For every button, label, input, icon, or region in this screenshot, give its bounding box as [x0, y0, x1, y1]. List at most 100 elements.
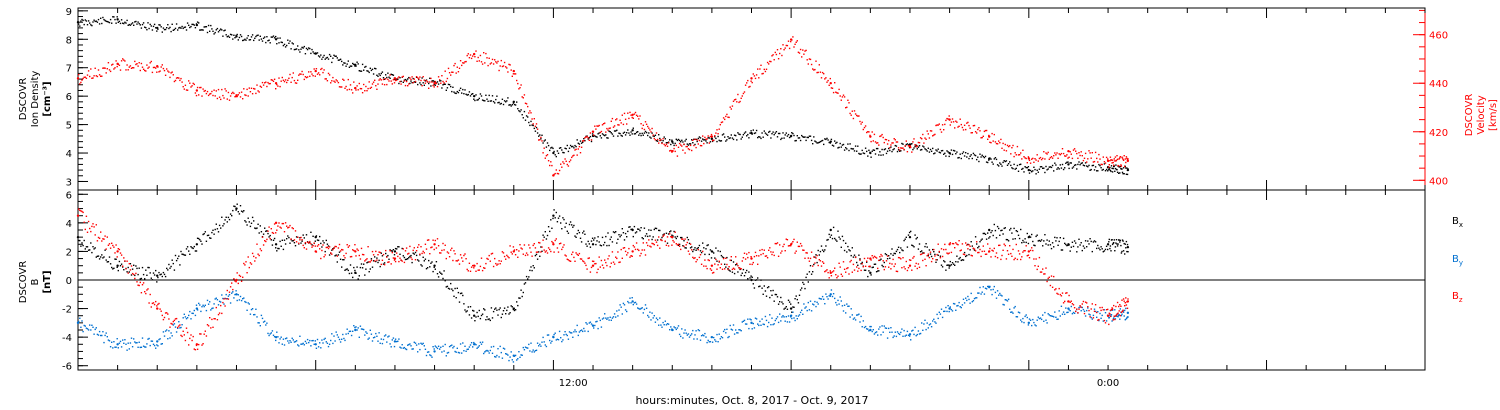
data-point	[210, 92, 212, 95]
data-point	[125, 268, 127, 270]
data-point	[264, 82, 266, 84]
data-point	[644, 130, 647, 133]
data-point	[135, 20, 137, 23]
data-point	[139, 281, 141, 284]
data-point	[293, 341, 296, 343]
data-point	[573, 154, 575, 156]
data-point	[243, 88, 245, 90]
data-point	[440, 272, 442, 274]
data-point	[284, 243, 287, 245]
data-point	[762, 293, 764, 295]
data-point	[726, 139, 728, 141]
data-point	[448, 256, 451, 258]
data-point	[685, 145, 687, 148]
data-point	[491, 95, 494, 97]
data-point	[662, 140, 664, 142]
data-point	[779, 52, 781, 55]
data-point	[973, 297, 976, 300]
data-point	[519, 244, 521, 246]
data-point	[327, 245, 330, 247]
data-point	[267, 81, 269, 84]
data-point	[289, 340, 291, 342]
data-point	[446, 352, 449, 354]
data-point	[561, 248, 563, 251]
data-point	[527, 116, 529, 118]
data-point	[1004, 143, 1006, 146]
data-point	[958, 301, 960, 304]
data-point	[1044, 171, 1046, 174]
data-point	[583, 260, 585, 263]
data-point	[399, 257, 401, 259]
data-point	[281, 222, 283, 225]
data-point	[410, 78, 412, 81]
data-point	[1089, 314, 1091, 316]
data-point	[777, 255, 780, 257]
data-point	[783, 316, 785, 318]
data-point	[185, 89, 188, 91]
data-point	[84, 76, 86, 78]
data-point	[361, 267, 364, 269]
data-point	[209, 237, 211, 239]
data-point	[398, 82, 400, 85]
data-point	[728, 269, 730, 271]
top-left-tick-label: 6	[66, 92, 72, 103]
data-point	[126, 64, 128, 66]
data-point	[774, 319, 776, 322]
data-point	[598, 256, 600, 258]
data-point	[370, 258, 373, 260]
data-point	[222, 297, 224, 300]
data-point	[686, 145, 688, 148]
data-point	[235, 95, 237, 98]
data-point	[131, 22, 134, 24]
data-point	[881, 325, 883, 327]
data-point	[506, 254, 508, 257]
data-point	[313, 242, 315, 244]
data-point	[631, 300, 634, 303]
data-point	[78, 320, 80, 323]
data-point	[113, 267, 115, 269]
data-point	[393, 254, 396, 256]
data-point	[283, 80, 286, 83]
data-point	[122, 265, 124, 267]
data-point	[161, 275, 163, 278]
data-point	[589, 246, 592, 248]
data-point	[349, 65, 352, 67]
data-point	[595, 135, 597, 138]
data-point	[116, 62, 119, 66]
data-point	[249, 39, 252, 41]
data-point	[703, 335, 705, 337]
data-point	[258, 232, 260, 234]
data-point	[184, 84, 187, 86]
data-point	[1003, 227, 1005, 230]
data-point	[741, 95, 743, 97]
data-point	[651, 238, 653, 241]
data-point	[717, 341, 719, 343]
data-point	[422, 76, 424, 78]
data-point	[1046, 169, 1048, 171]
data-point	[512, 246, 515, 248]
data-point	[976, 158, 978, 161]
data-point	[718, 260, 720, 262]
data-point	[381, 259, 384, 261]
data-point	[662, 321, 664, 324]
data-point	[468, 57, 471, 59]
data-point	[576, 139, 578, 141]
data-point	[525, 347, 528, 349]
data-point	[1009, 161, 1011, 163]
data-point	[400, 83, 402, 85]
data-point	[613, 125, 616, 127]
data-point	[276, 43, 278, 45]
data-point	[271, 231, 274, 234]
data-point	[247, 256, 249, 258]
data-point	[1022, 149, 1024, 151]
data-point	[528, 276, 530, 278]
data-point	[737, 265, 739, 267]
data-point	[480, 257, 483, 259]
data-point	[569, 159, 572, 161]
data-point	[250, 87, 253, 89]
data-point	[502, 103, 505, 106]
data-point	[1107, 170, 1109, 172]
data-point	[918, 142, 921, 144]
data-point	[567, 338, 570, 340]
data-point	[374, 260, 376, 262]
